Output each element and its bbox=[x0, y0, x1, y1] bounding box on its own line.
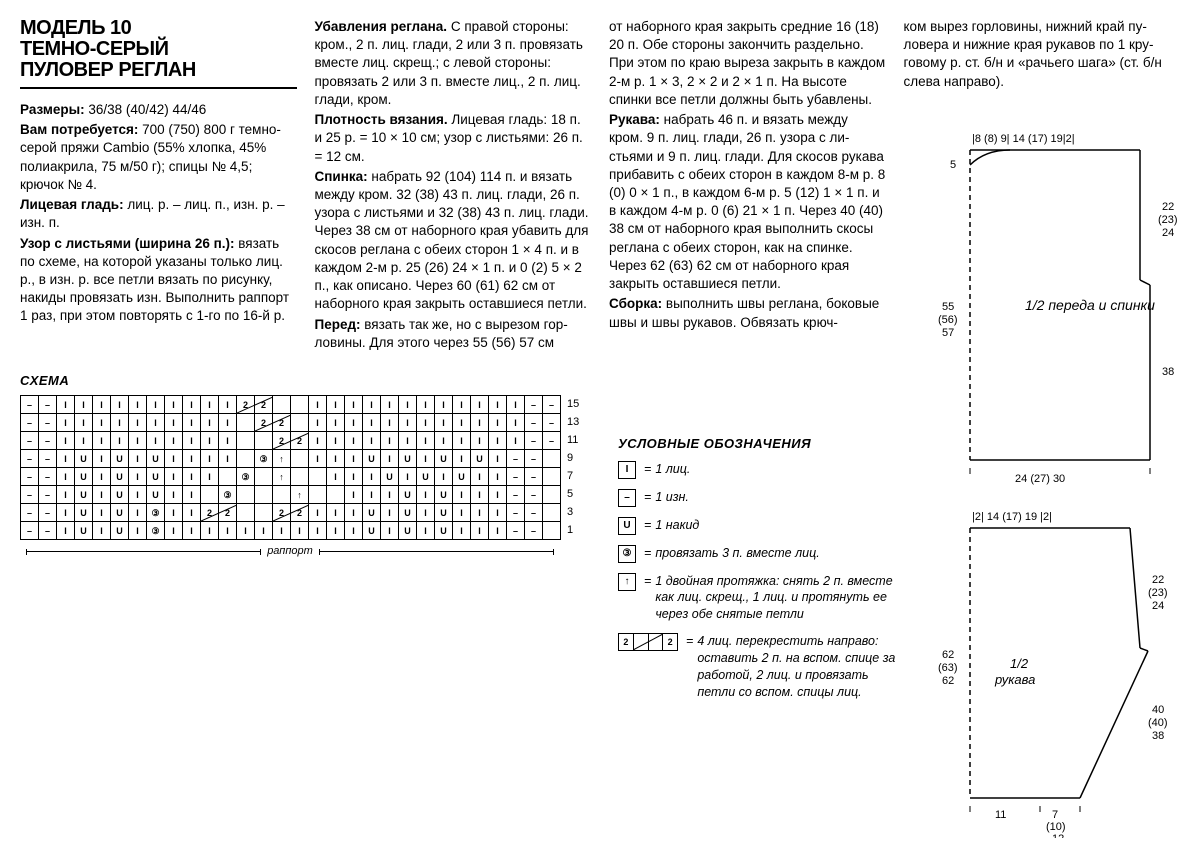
legend-row: ③= провязать 3 п. вместе лиц. bbox=[618, 545, 908, 563]
legend-title: УСЛОВНЫЕ ОБОЗНАЧЕНИЯ bbox=[618, 435, 908, 453]
column-3: от наборного края закрыть средние 16 (18… bbox=[609, 18, 886, 354]
legend-row: 22= 4 лиц. перекрестить направо: оставит… bbox=[618, 633, 908, 701]
svg-text:(63): (63) bbox=[938, 662, 958, 674]
legend-row: –= 1 изн. bbox=[618, 489, 908, 507]
svg-text:(40): (40) bbox=[1148, 717, 1168, 729]
legend-block: УСЛОВНЫЕ ОБОЗНАЧЕНИЯ I= 1 лиц. –= 1 изн. U… bbox=[618, 435, 908, 711]
svg-text:11: 11 bbox=[995, 809, 1006, 821]
front-cont: от наборного края закрыть средние 16 (18… bbox=[609, 18, 886, 109]
legend-row: I= 1 лиц. bbox=[618, 461, 908, 479]
schema-title: СХЕМА bbox=[20, 372, 600, 390]
svg-text:12: 12 bbox=[1052, 833, 1064, 838]
svg-text:38: 38 bbox=[1152, 730, 1164, 742]
title-rule bbox=[20, 87, 297, 89]
sleeves: Рукава: набрать 46 п. и вязать между кро… bbox=[609, 111, 886, 293]
svg-text:24 (27) 30: 24 (27) 30 bbox=[1015, 473, 1065, 485]
svg-text:62: 62 bbox=[942, 649, 954, 661]
row-numbers: 15131197531 bbox=[567, 395, 579, 539]
svg-text:(56): (56) bbox=[938, 314, 958, 326]
svg-text:22: 22 bbox=[1152, 574, 1164, 586]
svg-text:(23): (23) bbox=[1158, 214, 1178, 226]
svg-text:38: 38 bbox=[1162, 366, 1174, 378]
stitch-2: Узор с листьями (ширина 26 п.): вя­зать … bbox=[20, 235, 297, 326]
legend-row: ↑= 1 двойная протяжка: снять 2 п. вместе… bbox=[618, 573, 908, 624]
svg-text:55: 55 bbox=[942, 301, 954, 313]
svg-text:|2| 14 (17) 19 |2|: |2| 14 (17) 19 |2| bbox=[972, 511, 1052, 523]
svg-text:24: 24 bbox=[1162, 227, 1174, 239]
materials: Вам потребуется: 700 (750) 800 г тем­но-… bbox=[20, 121, 297, 194]
svg-text:(10): (10) bbox=[1046, 821, 1066, 833]
svg-text:62: 62 bbox=[942, 675, 954, 687]
svg-text:40: 40 bbox=[1152, 704, 1164, 716]
assembly: Сборка: выполнить швы реглана, боко­вые … bbox=[609, 295, 886, 331]
svg-text:рукава: рукава bbox=[994, 672, 1035, 687]
stitch-chart: ––IIIIIIIIII22IIIIIIIIIIII––––IIIIIIIIII… bbox=[20, 395, 561, 540]
svg-text:1/2: 1/2 bbox=[1010, 656, 1029, 671]
pattern-title: МОДЕЛЬ 10 ТЕМНО-СЕРЫЙ ПУЛОВЕР РЕГЛАН bbox=[20, 18, 297, 81]
svg-text:5: 5 bbox=[950, 159, 956, 171]
svg-text:22: 22 bbox=[1162, 201, 1174, 213]
column-1: МОДЕЛЬ 10 ТЕМНО-СЕРЫЙ ПУЛОВЕР РЕГЛАН Раз… bbox=[20, 18, 297, 354]
front-piece: Перед: вязать так же, но с вырезом гор­л… bbox=[315, 316, 592, 352]
schematic-sleeve: |2| 14 (17) 19 |2| 22 (23) 24 62 (63) 62… bbox=[930, 508, 1180, 838]
legend-row: U= 1 накид bbox=[618, 517, 908, 535]
rapport-indicator: раппорт bbox=[20, 544, 560, 559]
back-piece: Спинка: набрать 92 (104) 114 п. и вя­зат… bbox=[315, 168, 592, 314]
schema-block: СХЕМА ––IIIIIIIIII22IIIIIIIIIIII––––IIII… bbox=[20, 372, 600, 559]
gauge: Плотность вязания. Лицевая гладь: 18 п. … bbox=[315, 111, 592, 166]
column-2: Убавления реглана. С правой стороны: кро… bbox=[315, 18, 592, 354]
raglan-dec: Убавления реглана. С правой стороны: кро… bbox=[315, 18, 592, 109]
svg-text:1/2 переда и спинки: 1/2 переда и спинки bbox=[1025, 297, 1155, 313]
stitch-1: Лицевая гладь: лиц. р. – лиц. п., изн. р… bbox=[20, 196, 297, 232]
svg-text:24: 24 bbox=[1152, 600, 1164, 612]
svg-text:7: 7 bbox=[1052, 809, 1058, 821]
schematic-body: |8 (8) 9| 14 (17) 19|2| 5 22 (23) 24 55 … bbox=[930, 130, 1180, 485]
svg-text:(23): (23) bbox=[1148, 587, 1168, 599]
svg-text:57: 57 bbox=[942, 327, 954, 339]
assembly-cont: ком вырез горловины, нижний край пу­лове… bbox=[904, 18, 1181, 91]
svg-text:|8 (8) 9| 14 (17) 19|2|: |8 (8) 9| 14 (17) 19|2| bbox=[972, 133, 1075, 145]
sizes: Размеры: 36/38 (40/42) 44/46 bbox=[20, 101, 297, 119]
